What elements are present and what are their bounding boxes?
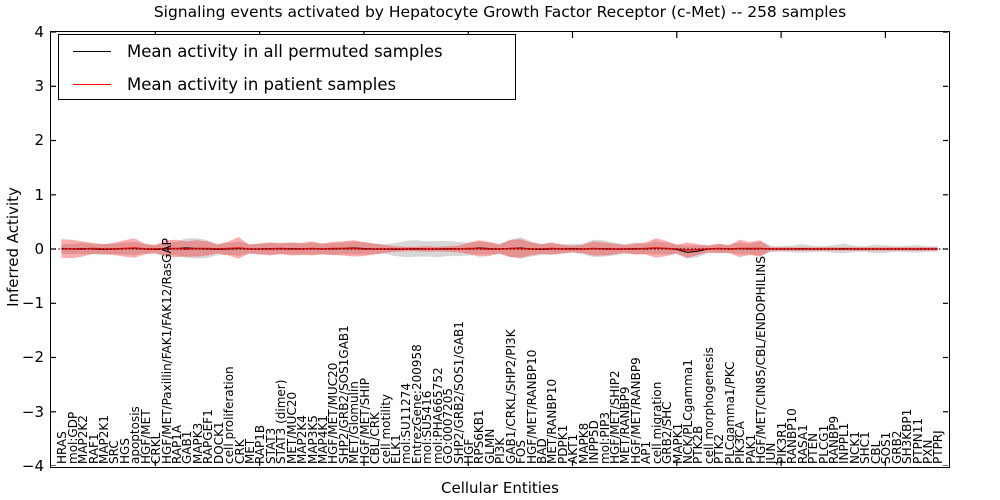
legend-item-patient: Mean activity in patient samples — [59, 68, 515, 101]
x-tick-label: HGF/MET/CIN85/CBL/ENDOPHILINS — [754, 256, 769, 464]
y-tick-label: 1 — [34, 185, 44, 204]
x-axis-label: Cellular Entities — [441, 479, 559, 497]
y-tick-label: −3 — [21, 402, 44, 421]
chart-canvas — [51, 32, 948, 466]
y-tick-label: −2 — [21, 348, 44, 367]
legend-label-permuted: Mean activity in all permuted samples — [127, 42, 443, 61]
legend-item-permuted: Mean activity in all permuted samples — [59, 35, 515, 68]
legend-line-black-icon — [73, 51, 111, 52]
plot-area: HRAS mol:GDP MAP2K2 RAF1 MAP2K1 SRC HGS apoptos… — [50, 31, 950, 468]
band-patient — [61, 237, 938, 259]
y-tick-label: 4 — [34, 22, 44, 41]
legend: Mean activity in all permuted samples Me… — [58, 34, 516, 100]
y-tick-label: −1 — [21, 294, 44, 313]
legend-label-patient: Mean activity in patient samples — [127, 75, 397, 94]
y-tick-label: 2 — [34, 131, 44, 150]
band-permuted — [61, 237, 938, 259]
y-tick-label: −4 — [21, 456, 44, 475]
y-tick-label: 3 — [34, 77, 44, 96]
x-tick-label: PTPRJ — [931, 430, 946, 464]
legend-line-red-icon — [73, 84, 111, 85]
chart-title: Signaling events activated by Hepatocyte… — [153, 3, 847, 21]
y-tick-label: 0 — [34, 239, 44, 258]
